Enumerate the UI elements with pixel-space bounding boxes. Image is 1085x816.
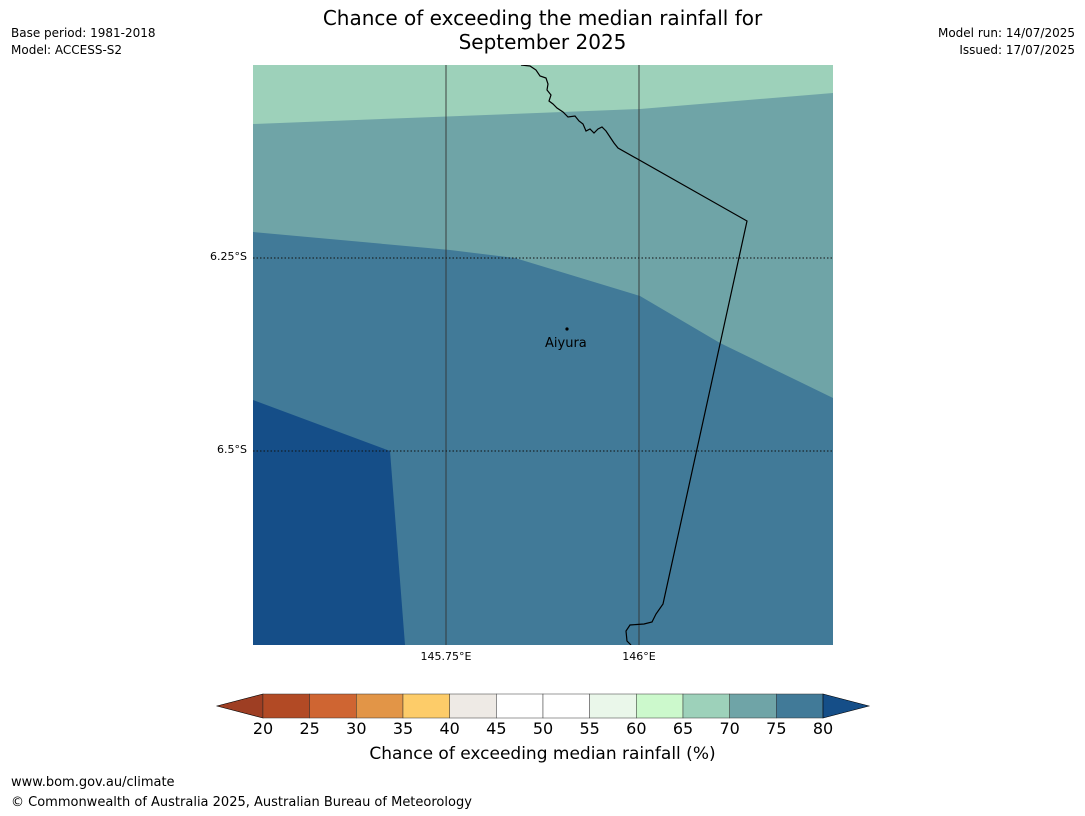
colorbar-segment [356,693,404,719]
colorbar-segment [496,693,544,719]
gridlines [253,65,833,645]
lat-label-6-25: 6.25°S [210,250,247,263]
footer-copyright: © Commonwealth of Australia 2025, Austra… [11,795,472,810]
aiyura-marker [565,327,569,331]
colorbar-segment [542,693,590,719]
colorbar-segment [449,693,497,719]
colorbar-tick-label: 45 [486,719,507,738]
lon-label-145-75: 145.75°E [420,650,472,663]
meta-left: Base period: 1981-2018 Model: ACCESS-S2 [11,25,156,59]
colorbar-label: Chance of exceeding median rainfall (%) [369,744,716,764]
rainfall-contours [253,65,833,645]
colorbar-segment [776,693,824,719]
colorbar-segment [682,693,730,719]
lon-label-146: 146°E [622,650,656,663]
colorbar-tick-label: 30 [346,719,367,738]
title-line-2: September 2025 [458,30,627,54]
colorbar-tick-label: 40 [439,719,460,738]
colorbar-tick-label: 70 [719,719,740,738]
colorbar-tick-label: 55 [579,719,600,738]
colorbar-tick-label: 80 [812,719,834,738]
map-title: Chance of exceeding the median rainfall … [0,6,1085,54]
meta-right: Model run: 14/07/2025 Issued: 17/07/2025 [938,25,1075,59]
lat-label-6-5: 6.5°S [217,443,247,456]
footer-url[interactable]: www.bom.gov.au/climate [11,775,175,790]
region-75-80 [253,232,833,645]
model-name: Model: ACCESS-S2 [11,43,123,57]
colorbar-tick-label: 60 [626,719,647,738]
aiyura-label: Aiyura [545,336,587,351]
model-run: Model run: 14/07/2025 [937,26,1075,40]
colorbar-over-arrow [822,693,871,719]
colorbar-tick-label: 35 [392,719,414,738]
colorbar-tick-label: 50 [532,719,554,738]
region-above-80 [253,400,405,645]
colorbar-segment [636,693,684,719]
colorbar-tick-label: 20 [252,719,274,738]
colorbar-tick-label: 65 [672,719,694,738]
colorbar-tick-label: 75 [766,719,787,738]
province-boundary [520,65,748,645]
colorbar-segment [402,693,450,719]
colorbar-segment [729,693,777,719]
colorbar-segment [589,693,637,719]
issued-date: Issued: 17/07/2025 [959,43,1075,57]
title-line-1: Chance of exceeding the median rainfall … [322,6,763,30]
colorbar-segment [309,693,357,719]
base-period: Base period: 1981-2018 [11,26,156,40]
colorbar-segment [262,693,310,719]
colorbar-tick-label: 25 [299,719,320,738]
colorbar-under-arrow [215,693,264,719]
